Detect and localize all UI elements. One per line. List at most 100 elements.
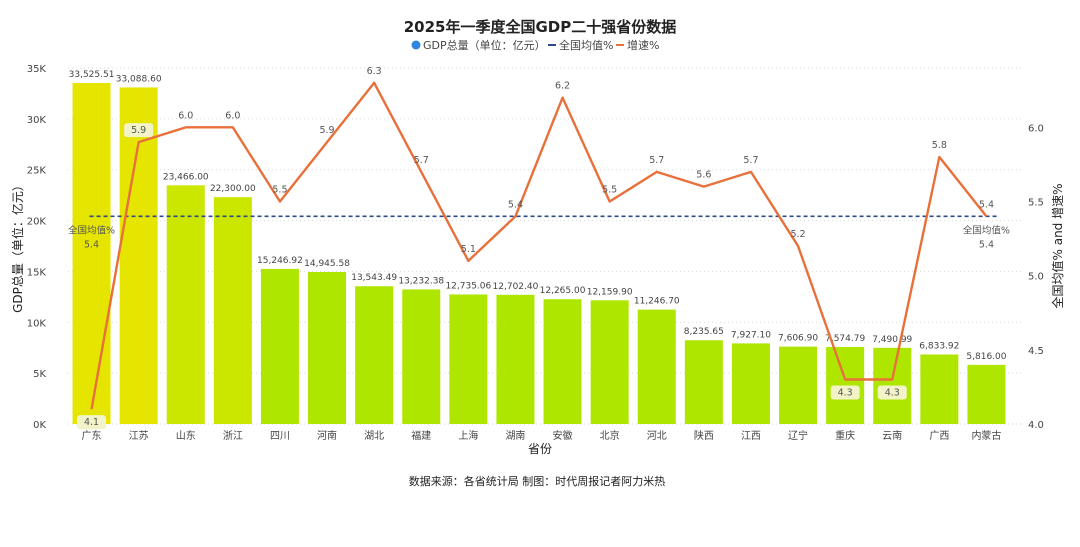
x-tick-label: 陕西 <box>694 429 714 442</box>
bar-上海 <box>449 294 488 424</box>
bars <box>72 82 1006 425</box>
bar-value-label: 23,466.00 <box>163 172 209 182</box>
y2-axis-title: 全国均值% and 增速% <box>1050 183 1065 308</box>
bar-value-label: 13,543.49 <box>351 273 397 283</box>
y-tick-label: 20K <box>27 217 47 228</box>
growth-value-label: 5.4 <box>508 199 523 210</box>
bar-value-label: 33,088.60 <box>116 74 162 84</box>
growth-value-label: 6.0 <box>178 110 193 121</box>
y-tick-label: 30K <box>27 115 47 126</box>
x-tick-label: 福建 <box>411 429 431 442</box>
growth-value-label: 4.1 <box>84 417 99 428</box>
growth-value-label: 5.7 <box>649 155 664 166</box>
y-tick-label: 15K <box>27 267 47 278</box>
growth-value-label: 5.5 <box>272 185 287 196</box>
x-tick-label: 河南 <box>317 429 337 442</box>
y-tick-label: 5K <box>33 369 46 380</box>
growth-polyline <box>90 81 988 410</box>
y-axis-left: 0K 5K 10K 15K 20K 25K 30K 35K <box>27 64 47 431</box>
bar-value-label: 12,265.00 <box>540 286 586 296</box>
bar-value-label: 33,525.51 <box>69 70 115 80</box>
bar-value-label: 13,232.38 <box>398 276 444 286</box>
growth-value-label: 5.4 <box>979 199 994 210</box>
growth-label-bg <box>830 385 860 400</box>
avg-label-right-title: 全国均值% <box>963 224 1010 236</box>
bar-山东 <box>166 185 205 424</box>
bar-湖南 <box>496 294 535 424</box>
x-axis-title: 省份 <box>528 442 552 456</box>
growth-value-label: 5.9 <box>319 125 334 136</box>
growth-value-label: 5.2 <box>790 229 805 240</box>
bar-value-label: 14,945.58 <box>304 259 350 269</box>
growth-value-label: 5.5 <box>602 185 617 196</box>
bar-广西 <box>920 354 959 424</box>
bar-河南 <box>308 271 347 424</box>
legend-avg-label: 全国均值% <box>559 38 613 52</box>
x-tick-label: 辽宁 <box>788 429 808 442</box>
bar-value-label: 12,702.40 <box>493 282 539 292</box>
avg-label-left-value: 5.4 <box>84 239 99 250</box>
bar-value-label: 11,246.70 <box>634 297 680 307</box>
bar-安徽 <box>543 299 582 424</box>
x-tick-label: 广西 <box>929 430 949 442</box>
source-note: 数据来源：各省统计局 制图：时代周报记者阿力米热 <box>409 474 666 488</box>
growth-value-label: 6.0 <box>225 110 240 121</box>
growth-label-bg <box>77 415 107 430</box>
growth-value-label: 4.3 <box>885 388 900 399</box>
bar-内蒙古 <box>967 364 1006 424</box>
x-tick-label: 内蒙古 <box>971 429 1001 442</box>
x-tick-label: 湖北 <box>364 430 384 442</box>
legend-gdp-label: GDP总量（单位：亿元） <box>423 38 546 52</box>
growth-line: 4.1 5.9 6.0 6.0 5.5 5.9 6.3 5.7 5.1 5.4 6.2 5.5 5.7 5… <box>77 66 994 430</box>
x-tick-label: 重庆 <box>835 429 855 442</box>
x-tick-label: 山东 <box>176 429 196 442</box>
bar-浙江 <box>213 197 252 424</box>
x-axis: 广东 江苏 山东 浙江 四川 河南 湖北 福建 上海 湖南 安徽 北京 河北 陕西 江西 辽宁 重庆 云南 广西 内蒙… <box>82 429 1002 442</box>
bar-value-label: 12,159.90 <box>587 287 633 297</box>
x-tick-label: 广东 <box>82 429 102 442</box>
bar-河北 <box>637 309 676 424</box>
x-tick-label: 浙江 <box>223 430 243 442</box>
growth-value-label: 5.6 <box>696 170 711 181</box>
bar-value-label: 22,300.00 <box>210 184 256 194</box>
bar-陕西 <box>684 340 723 424</box>
x-tick-label: 云南 <box>882 429 902 442</box>
x-tick-label: 江苏 <box>129 429 149 442</box>
y2-tick-label: 5.0 <box>1028 272 1044 283</box>
bar-value-label: 7,490.99 <box>872 335 912 345</box>
bar-value-label: 7,574.79 <box>825 334 865 344</box>
x-tick-label: 四川 <box>270 431 290 442</box>
bar-value-label: 8,235.65 <box>684 327 724 337</box>
y2-tick-label: 6.0 <box>1028 123 1044 134</box>
growth-value-label: 5.1 <box>461 244 476 255</box>
growth-value-label: 5.7 <box>414 155 429 166</box>
x-tick-label: 安徽 <box>553 429 573 442</box>
bar-value-label: 15,246.92 <box>257 256 303 266</box>
y-tick-label: 25K <box>27 166 47 177</box>
y-axis-right: 4.0 4.5 5.0 5.5 6.0 <box>1028 123 1044 431</box>
bar-江西 <box>731 343 770 424</box>
growth-label-bg <box>877 385 907 400</box>
bar-湖北 <box>355 286 394 424</box>
y-axis-title: GDP总量（单位：亿元） <box>10 179 25 313</box>
bar-value-label: 5,816.00 <box>966 352 1006 362</box>
avg-label-right-value: 5.4 <box>979 239 994 250</box>
legend: GDP总量（单位：亿元） 全国均值% 增速% <box>411 38 659 52</box>
growth-value-label: 4.3 <box>838 388 853 399</box>
legend-growth-label: 增速% <box>627 38 659 52</box>
y2-tick-label: 5.5 <box>1028 198 1044 209</box>
bar-福建 <box>402 289 441 424</box>
x-tick-label: 上海 <box>458 429 478 442</box>
growth-label-bg <box>124 123 154 138</box>
growth-value-label: 5.9 <box>131 125 146 136</box>
x-tick-label: 北京 <box>600 429 620 442</box>
average-line: 全国均值% 5.4 全国均值% 5.4 <box>68 215 1010 250</box>
y-tick-label: 0K <box>33 420 46 431</box>
legend-gdp-marker <box>411 40 421 50</box>
bar-北京 <box>590 300 629 424</box>
bar-value-label: 7,606.90 <box>778 334 818 344</box>
bar-value-label: 7,927.10 <box>731 330 771 340</box>
growth-value-label: 6.3 <box>367 66 382 77</box>
